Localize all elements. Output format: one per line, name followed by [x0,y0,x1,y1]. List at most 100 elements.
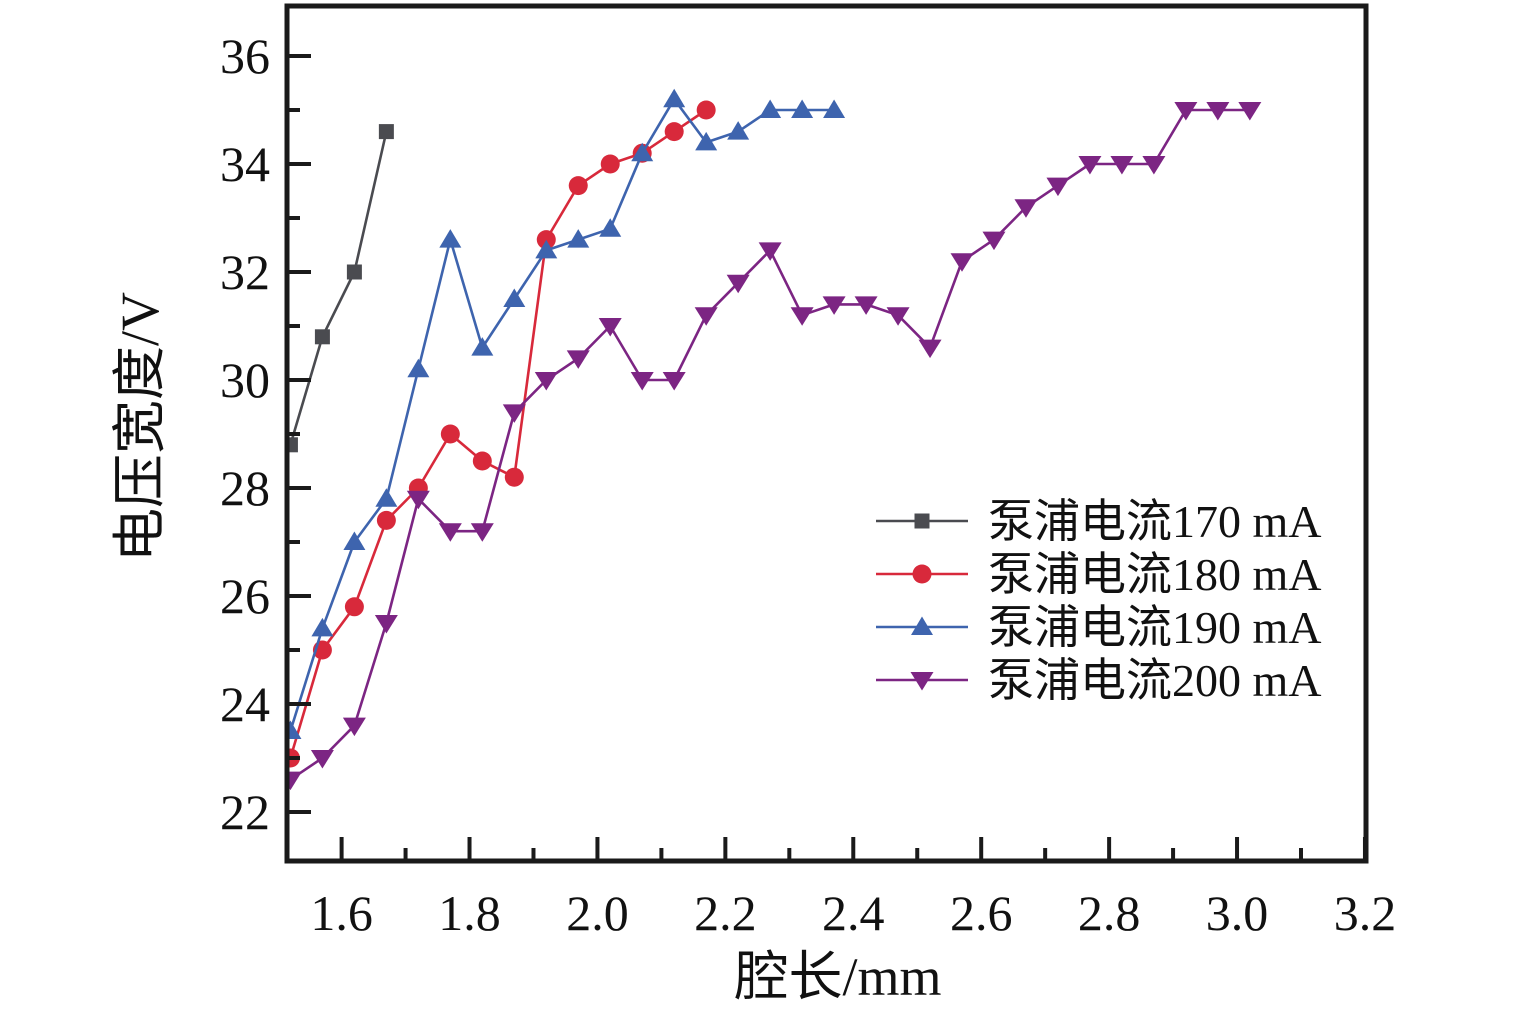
data-point-marker [439,229,462,248]
data-point-marker [440,424,460,444]
x-tick-label: 2.0 [566,885,629,941]
series-line-1 [289,108,708,760]
data-point-marker [378,124,394,140]
data-point-marker [310,750,334,769]
data-point-marker [600,154,620,174]
data-point-marker [598,318,622,337]
data-point-marker [534,372,558,391]
data-point-marker [854,296,878,315]
legend-marker [914,513,930,529]
series-3 [287,102,1262,791]
y-tick-label: 30 [220,352,270,408]
x-tick-label: 3.0 [1206,885,1269,941]
series-2 [287,88,846,739]
legend-label: 泵浦电流170 mA [988,496,1322,547]
legend-marker [911,616,933,635]
data-point-marker [662,372,686,391]
data-point-marker [726,274,750,294]
data-point-marker [759,99,782,118]
series-0 [287,124,394,453]
data-point-marker [1110,156,1134,175]
data-point-marker [536,230,556,250]
x-tick-labels: 1.6 1.8 2.0 2.2 2.4 2.6 2.8 3.0 3.2 [310,885,1396,941]
x-tick-label: 1.8 [438,885,501,941]
data-point-marker [287,437,298,453]
legend-label: 泵浦电流180 mA [988,549,1322,600]
legend-item-0: 泵浦电流170 mA [876,496,1322,547]
data-point-marker [503,288,526,307]
data-point-marker [886,307,910,326]
y-tick-label: 36 [220,28,270,84]
data-point-marker [470,523,494,542]
data-point-marker [1238,102,1262,121]
x-tick-label: 3.2 [1334,885,1397,941]
data-point-marker [950,253,974,272]
data-point-marker [664,122,684,142]
data-point-marker [567,229,590,248]
legend-marker [910,672,934,691]
data-point-marker [791,99,814,118]
legend-item-2: 泵浦电流190 mA [876,602,1322,653]
legend-item-3: 泵浦电流200 mA [876,655,1322,706]
data-point-marker [822,296,846,315]
legend-item-1: 泵浦电流180 mA [876,549,1322,600]
x-tick-label: 2.6 [950,885,1013,941]
data-point-marker [375,488,398,507]
legend-marker [912,564,932,584]
y-tick-label: 34 [220,136,270,192]
y-tick-label: 32 [220,244,270,300]
data-point-marker [1142,156,1166,175]
data-point-marker [311,617,334,637]
data-point-marker [568,176,588,196]
data-point-marker [1206,102,1230,121]
y-tick-label: 28 [220,460,270,516]
data-point-marker [1078,156,1102,175]
series-layer [287,88,1262,791]
data-point-marker [1174,102,1198,121]
data-point-marker [566,350,590,369]
data-point-marker [982,231,1006,251]
data-point-marker [346,264,362,280]
data-point-marker [599,218,622,237]
data-point-marker [504,467,524,487]
y-tick-label: 26 [220,568,270,624]
data-point-marker [287,771,302,791]
data-point-marker [502,404,526,423]
data-point-marker [630,372,654,391]
y-tick-label: 24 [220,676,270,732]
data-point-marker [694,307,718,326]
x-tick-label: 2.2 [694,885,757,941]
y-tick-labels: 22 24 26 28 30 32 34 36 [220,28,270,840]
data-point-marker [535,239,558,259]
data-point-marker [376,510,396,530]
data-point-marker [314,329,330,345]
data-point-marker [287,720,302,739]
data-point-marker [727,121,750,140]
y-tick-label: 22 [220,784,270,840]
x-tick-label: 2.8 [1078,885,1141,941]
x-axis-title: 腔长/mm [734,947,941,1007]
y-axis-title: 电压宽度/V [110,292,170,562]
data-point-marker [758,242,782,261]
legend-label: 泵浦电流190 mA [988,602,1322,653]
data-point-marker [471,337,494,356]
data-point-marker [631,142,654,162]
data-point-marker [344,597,364,617]
data-point-marker [663,88,686,108]
data-point-marker [1046,177,1070,197]
data-point-marker [342,717,366,737]
data-point-marker [1014,199,1038,218]
series-1 [287,100,716,768]
data-point-marker [918,339,942,359]
data-point-marker [696,100,716,120]
data-point-marker [790,307,814,326]
series-line-0 [289,130,388,447]
data-point-marker [823,99,846,118]
data-point-marker [407,358,430,378]
data-point-marker [406,490,430,510]
legend-label: 泵浦电流200 mA [988,655,1322,706]
ticks-layer [287,54,1367,861]
